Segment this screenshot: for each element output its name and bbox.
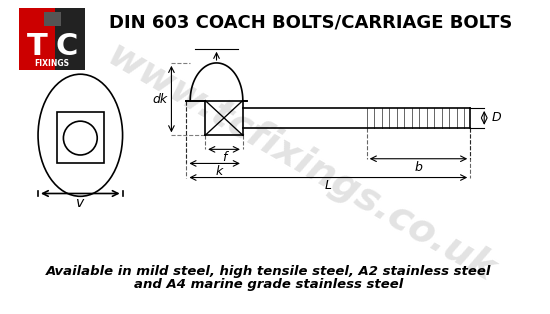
Bar <box>19 8 85 69</box>
Text: Available in mild steel, high tensile steel, A2 stainless steel: Available in mild steel, high tensile st… <box>46 265 491 278</box>
Text: f: f <box>222 151 226 164</box>
Text: FIXINGS: FIXINGS <box>35 59 70 68</box>
Text: D: D <box>492 111 502 124</box>
Bar <box>44 12 60 25</box>
Text: v: v <box>76 196 85 210</box>
Text: dk: dk <box>152 93 168 106</box>
Text: k: k <box>216 165 223 178</box>
Text: C: C <box>56 32 78 61</box>
Text: b: b <box>415 161 422 174</box>
Text: www.tcfixings.co.uk: www.tcfixings.co.uk <box>100 36 502 290</box>
Ellipse shape <box>38 74 123 196</box>
Bar <box>57 112 104 164</box>
Text: and A4 marine grade stainless steel: and A4 marine grade stainless steel <box>134 278 403 291</box>
Text: T: T <box>26 32 47 61</box>
Text: DIN 603 COACH BOLTS/CARRIAGE BOLTS: DIN 603 COACH BOLTS/CARRIAGE BOLTS <box>109 14 512 31</box>
Bar <box>19 8 56 69</box>
Circle shape <box>63 121 97 155</box>
Text: L: L <box>325 180 332 192</box>
